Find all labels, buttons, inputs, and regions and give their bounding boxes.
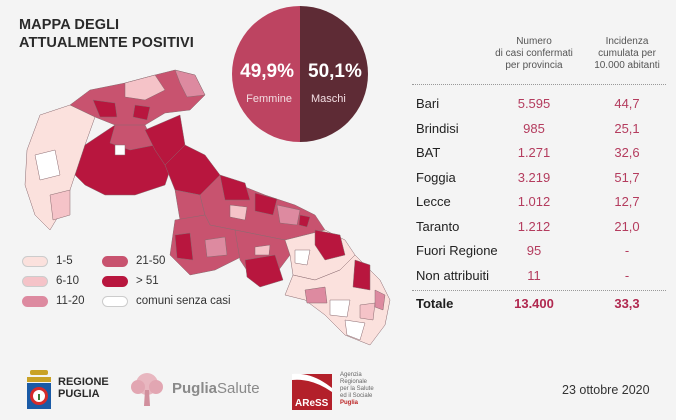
- table-total-row: Totale 13.400 33,3: [412, 291, 666, 316]
- province-name: Bari: [416, 96, 440, 111]
- puglia-salute-logo-text: PugliaSalute: [172, 380, 260, 397]
- title-line-2: ATTUALMENTE POSITIVI: [19, 35, 194, 51]
- total-cases: 13.400: [514, 296, 554, 311]
- province-name: Taranto: [416, 218, 460, 234]
- incidence-value: -: [624, 267, 630, 283]
- legend-label: comuni senza casi: [136, 295, 231, 307]
- legend-label: 1-5: [56, 255, 73, 267]
- regione-puglia-crest-icon: [27, 370, 51, 409]
- title-line-1: MAPPA DEGLI: [19, 17, 120, 33]
- total-incidence: 33,3: [614, 296, 640, 311]
- svg-text:AReSS: AReSS: [295, 398, 329, 409]
- regione-line-1: REGIONE: [58, 376, 109, 388]
- incidence-value: 12,7: [614, 194, 640, 209]
- table-row: Brindisi 985 25,1: [412, 116, 666, 141]
- table-row: Fuori Regione 95 -: [412, 238, 666, 263]
- cases-value: 95: [526, 243, 542, 258]
- cases-value: 11: [527, 267, 541, 283]
- aress-line: Agenzia: [340, 372, 362, 378]
- header-text: cumulata per: [598, 48, 656, 59]
- legend-item-21-50: 21-50: [102, 255, 165, 267]
- legend-label: 21-50: [136, 255, 166, 267]
- legend-item-over-51: > 51: [102, 275, 159, 287]
- legend-label: 6-10: [56, 275, 80, 287]
- report-date: 23 ottobre 2020: [562, 383, 650, 397]
- legend-label: > 51: [136, 275, 159, 287]
- header-incidence: Incidenza cumulata per 10.000 abitanti: [587, 36, 667, 72]
- legend-item-1-5: 1-5: [22, 255, 73, 267]
- total-label: Totale: [416, 296, 454, 311]
- province-name: Brindisi: [416, 120, 459, 136]
- cases-value: 3.219: [517, 169, 551, 185]
- header-text: per provincia: [505, 60, 563, 71]
- incidence-value: -: [624, 243, 630, 258]
- male-percentage: 50,1%: [308, 61, 362, 82]
- aress-line: ed il Sociale: [340, 393, 373, 399]
- province-name: Fuori Regione: [416, 243, 498, 258]
- incidence-value: 44,7: [614, 96, 640, 111]
- cases-value: 1.012: [517, 194, 551, 209]
- province-name: Lecce: [416, 194, 451, 209]
- gender-pie-chart: 49,9% Femmine 50,1% Maschi: [232, 6, 368, 142]
- female-percentage: 49,9%: [240, 61, 294, 82]
- legend-label: 11-20: [56, 295, 85, 307]
- aress-region: Puglia: [340, 400, 359, 406]
- province-name: Non attribuiti: [416, 267, 489, 283]
- legend-item-no-cases: comuni senza casi: [102, 295, 231, 307]
- legend-swatch: [102, 295, 128, 307]
- male-label: Maschi: [311, 93, 346, 105]
- legend-item-6-10: 6-10: [22, 275, 79, 287]
- aress-line: per la Salute: [340, 386, 374, 392]
- pie-slice-male: [300, 6, 368, 142]
- legend-swatch: [22, 255, 48, 267]
- header-text: Numero: [516, 36, 552, 47]
- legend-swatch: [102, 255, 128, 267]
- regione-puglia-logo-text: REGIONE PUGLIA: [58, 376, 109, 400]
- legend-item-11-20: 11-20: [22, 295, 85, 307]
- puglia-choropleth-map: [24, 69, 391, 346]
- cases-value: 985: [523, 120, 545, 136]
- table-row: BAT 1.271 32,6: [412, 140, 666, 165]
- female-label: Femmine: [246, 93, 292, 105]
- legend-swatch: [102, 275, 128, 287]
- incidence-value: 51,7: [614, 169, 640, 185]
- header-text: 10.000 abitanti: [594, 60, 660, 71]
- puglia-salute-bold: Puglia: [172, 380, 218, 397]
- table-row: Foggia 3.219 51,7: [412, 165, 666, 190]
- table-header: Numero di casi confermati per provincia …: [412, 36, 666, 84]
- table-row: Lecce 1.012 12,7: [412, 189, 666, 214]
- table-row: Taranto 1.212 21,0: [412, 214, 666, 239]
- header-text: Incidenza: [605, 36, 649, 47]
- puglia-salute-tree-icon: [131, 373, 163, 406]
- divider: [412, 290, 666, 291]
- pie-slice-female: [232, 6, 300, 142]
- header-text: di casi confermati: [495, 48, 573, 59]
- incidence-value: 32,6: [614, 145, 640, 160]
- header-cases: Numero di casi confermati per provincia: [492, 36, 576, 72]
- table-row: Non attribuiti 11 -: [412, 263, 666, 288]
- regione-line-2: PUGLIA: [58, 388, 100, 400]
- legend-swatch: [22, 275, 48, 287]
- province-table: Numero di casi confermati per provincia …: [412, 36, 666, 316]
- divider: [412, 84, 666, 85]
- page-title: MAPPA DEGLI ATTUALMENTE POSITIVI: [19, 16, 194, 52]
- province-name: Foggia: [416, 169, 456, 185]
- table-row: Bari 5.595 44,7: [412, 91, 666, 116]
- cases-value: 5.595: [517, 96, 551, 111]
- cases-value: 1.212: [517, 218, 551, 234]
- province-name: BAT: [416, 145, 441, 160]
- puglia-salute-light: Salute: [217, 380, 260, 397]
- incidence-value: 25,1: [614, 120, 640, 136]
- incidence-value: 21,0: [614, 218, 640, 234]
- aress-line: Regionale: [340, 379, 368, 385]
- cases-value: 1.271: [517, 145, 551, 160]
- aress-logo-text: Agenzia Regionale per la Salute ed il So…: [340, 372, 374, 407]
- legend-swatch: [22, 295, 48, 307]
- aress-logo-icon: AReSS: [292, 373, 332, 410]
